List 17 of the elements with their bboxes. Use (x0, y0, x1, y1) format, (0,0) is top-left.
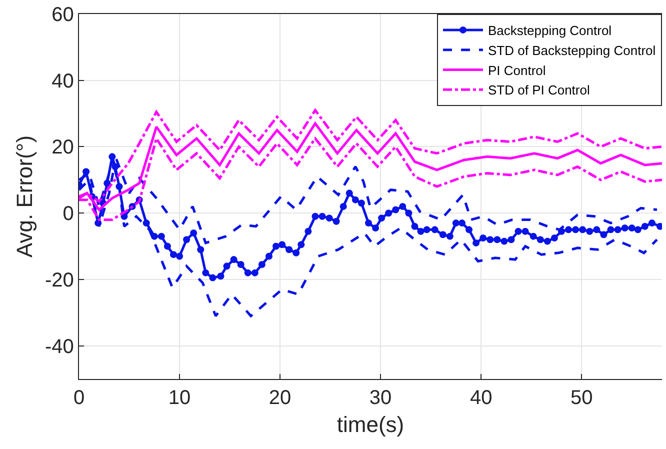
y-tick-label: -40 (44, 336, 74, 358)
x-tick-label: 40 (470, 387, 492, 410)
legend-label: STD of Backstepping Control (488, 42, 656, 58)
y-tick-label: -20 (44, 269, 74, 292)
legend-label: STD of PI Control (488, 82, 590, 98)
x-axis-title: time(s) (336, 412, 404, 437)
x-tick-label: 10 (168, 387, 191, 410)
x-tick-label: 30 (369, 387, 392, 410)
legend-label: Backstepping Control (488, 23, 612, 38)
y-axis-title: Avg. Error(°) (12, 135, 37, 258)
y-tick-label: 40 (52, 70, 74, 92)
legend-label: PI Control (488, 62, 546, 78)
y-tick-label: 0 (62, 203, 74, 226)
y-tick-label: 20 (52, 136, 74, 159)
x-tick-label: 50 (570, 387, 593, 410)
x-tick-label: 20 (268, 387, 292, 410)
y-tick-label: 60 (52, 4, 74, 26)
